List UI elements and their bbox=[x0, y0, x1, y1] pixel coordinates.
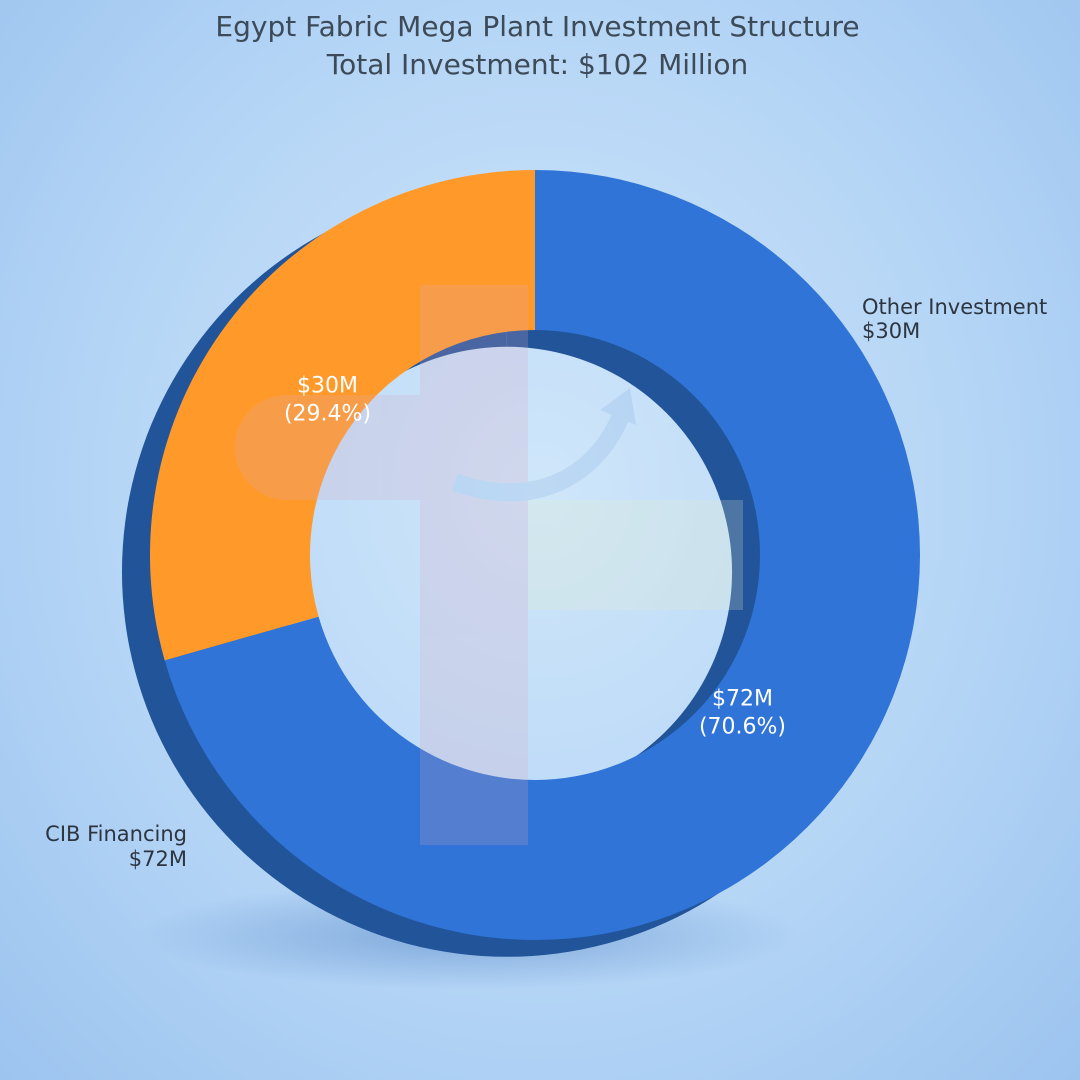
slice-value-label: $72M bbox=[712, 687, 773, 712]
other-investment-outer-value: $30M bbox=[862, 319, 920, 343]
slice-value-label: $30M bbox=[297, 373, 358, 398]
slice-percent-label: (70.6%) bbox=[699, 715, 786, 740]
chart-title: Egypt Fabric Mega Plant Investment Struc… bbox=[215, 10, 860, 43]
watermark-logo bbox=[235, 285, 743, 845]
cib-financing-outer-value: $72M bbox=[129, 847, 187, 871]
cib-financing-label: CIB Financing bbox=[45, 822, 187, 846]
other-investment-label: Other Investment bbox=[862, 295, 1047, 319]
chart-subtitle: Total Investment: $102 Million bbox=[326, 48, 749, 81]
donut-slice-other-investment bbox=[150, 170, 535, 661]
slice-percent-label: (29.4%) bbox=[284, 401, 371, 426]
donut-slice-cib-financing bbox=[164, 170, 921, 940]
